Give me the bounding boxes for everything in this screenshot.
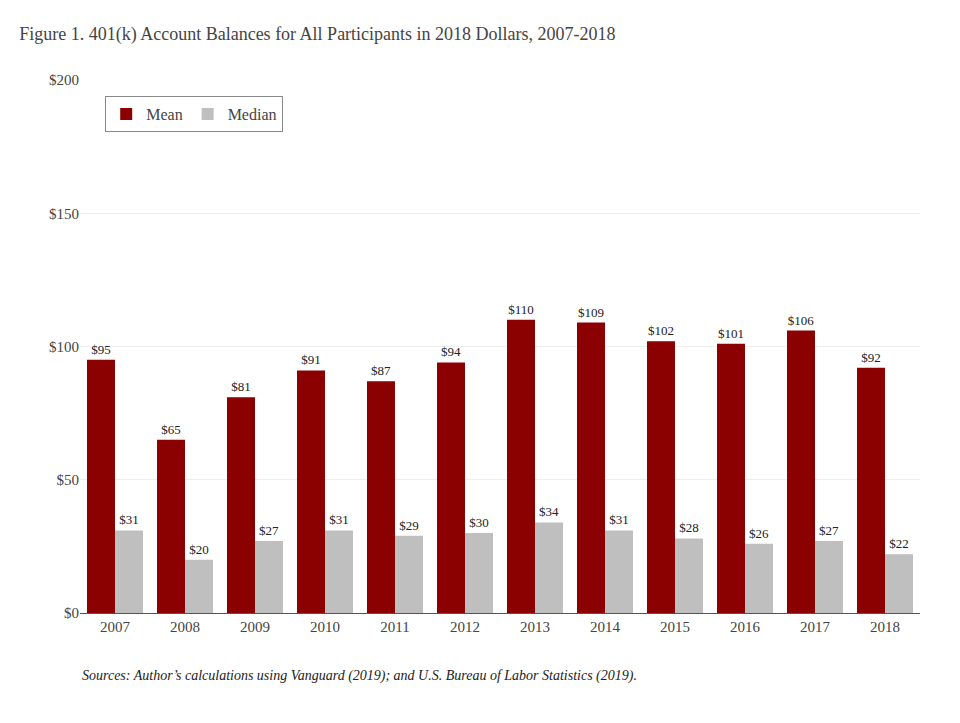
- svg-text:$30: $30: [469, 515, 489, 530]
- svg-text:$31: $31: [609, 512, 629, 527]
- svg-text:Figure 1. 401(k) Account Balan: Figure 1. 401(k) Account Balances for Al…: [19, 24, 615, 45]
- svg-text:$95: $95: [91, 342, 111, 357]
- svg-text:$87: $87: [371, 363, 391, 378]
- svg-text:$65: $65: [161, 422, 181, 437]
- svg-text:2016: 2016: [730, 619, 761, 635]
- svg-text:$91: $91: [301, 352, 321, 367]
- svg-text:$27: $27: [259, 523, 279, 538]
- svg-text:$81: $81: [231, 379, 251, 394]
- svg-text:$110: $110: [508, 302, 534, 317]
- svg-text:$101: $101: [718, 326, 744, 341]
- svg-text:$200: $200: [49, 72, 79, 88]
- svg-text:$100: $100: [49, 339, 79, 355]
- svg-text:$22: $22: [889, 536, 909, 551]
- svg-text:$106: $106: [788, 313, 815, 328]
- svg-text:2013: 2013: [520, 619, 550, 635]
- svg-text:Median: Median: [228, 106, 277, 123]
- svg-text:$20: $20: [189, 542, 209, 557]
- svg-text:$29: $29: [399, 518, 419, 533]
- svg-text:$27: $27: [819, 523, 839, 538]
- svg-text:2011: 2011: [380, 619, 409, 635]
- svg-text:$31: $31: [119, 512, 139, 527]
- svg-text:2010: 2010: [310, 619, 340, 635]
- svg-text:2012: 2012: [450, 619, 480, 635]
- svg-text:$50: $50: [57, 472, 80, 488]
- svg-text:2015: 2015: [660, 619, 690, 635]
- svg-text:2009: 2009: [240, 619, 270, 635]
- svg-text:2008: 2008: [170, 619, 200, 635]
- svg-text:$109: $109: [578, 305, 604, 320]
- svg-text:Sources: Author’s calculations: Sources: Author’s calculations using Van…: [82, 668, 637, 684]
- svg-text:2007: 2007: [100, 619, 131, 635]
- svg-text:2017: 2017: [800, 619, 831, 635]
- svg-text:$0: $0: [64, 605, 79, 621]
- svg-text:$94: $94: [441, 344, 461, 359]
- svg-text:2014: 2014: [590, 619, 621, 635]
- svg-text:$92: $92: [861, 350, 881, 365]
- svg-text:$28: $28: [679, 520, 699, 535]
- svg-text:$31: $31: [329, 512, 349, 527]
- svg-text:$26: $26: [749, 526, 769, 541]
- svg-text:$150: $150: [49, 206, 79, 222]
- svg-text:2018: 2018: [870, 619, 900, 635]
- svg-text:Mean: Mean: [146, 106, 182, 123]
- svg-text:$34: $34: [539, 504, 559, 519]
- svg-text:$102: $102: [648, 323, 674, 338]
